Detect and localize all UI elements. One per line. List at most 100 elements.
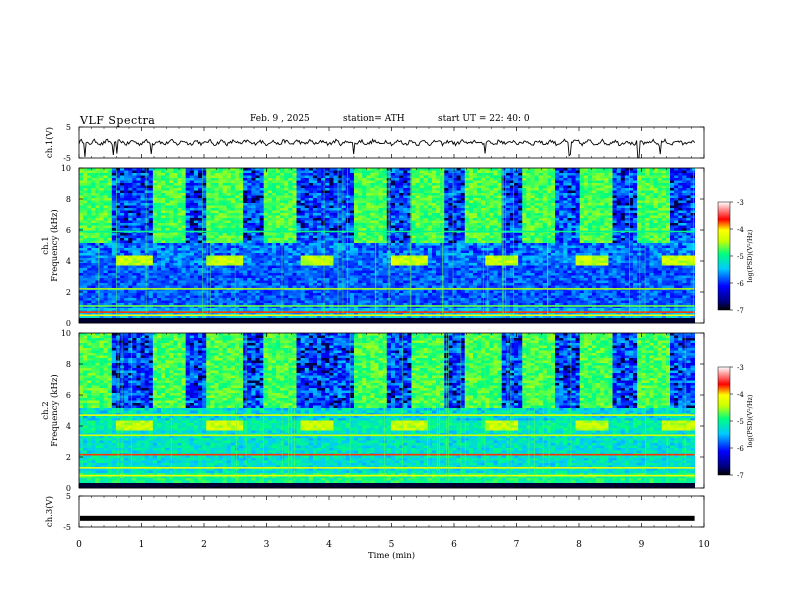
ch2-spectrogram-spheric <box>439 333 440 482</box>
ch1-spectrogram-ytick-label: 2 <box>66 288 71 297</box>
ch1-spectrogram-spheric <box>202 168 203 317</box>
ch2-spectrogram-ylabel: Frequency (kHz) <box>49 374 60 446</box>
ch2-spectrogram-colorbar-tick-label: -7 <box>737 472 744 480</box>
ch1-spectrogram-spheric <box>502 168 503 317</box>
ch1-spectrogram-colorbar-label: log(PSD)(V²/Hz) <box>746 229 754 282</box>
ch1-spectrogram-spheric <box>629 168 630 317</box>
ch2-spectrogram-colorbar-label: log(PSD)(V²/Hz) <box>746 394 754 447</box>
ch2-spectrogram-spheric <box>384 333 385 482</box>
ch2-spectrogram-ytick-label: 6 <box>66 391 71 400</box>
ch1-spectrogram-spheric <box>343 168 344 317</box>
ch2-spectrogram-spheric <box>549 333 550 482</box>
ch1-spectrogram-spheric <box>235 168 236 317</box>
ch1-spectrogram-spheric <box>693 168 694 317</box>
plot-area: 5-5ch.1(V)0246810ch.1 Frequency (kHz)-3-4… <box>0 0 792 612</box>
x-tick-label: 8 <box>576 540 582 550</box>
x-tick-label: 10 <box>698 540 710 550</box>
ch1-spectrogram-spheric <box>282 168 283 317</box>
ch1-spectrogram-colorbar-tick-label: -6 <box>737 280 744 288</box>
ch1-spectrogram-spheric <box>411 168 412 317</box>
ch1-spectrogram-spheric <box>547 168 548 317</box>
ch1-spectrogram-spheric <box>503 168 504 317</box>
ch1-spectrogram-spheric <box>645 168 646 317</box>
ch1-spectrogram-ytick-label: 6 <box>66 226 71 235</box>
ch2-spectrogram-spheric <box>667 333 668 482</box>
ch2-spectrogram-colorbar <box>718 367 730 475</box>
ch2-spectrogram-spheric <box>460 333 461 482</box>
ch1-spectrogram-band-line <box>79 305 695 307</box>
ch2-spectrogram-spheric <box>122 333 123 482</box>
x-axis-label: Time (min) <box>368 550 415 561</box>
ch1-spectrogram-colorbar-tick-label: -5 <box>737 253 744 261</box>
ch2-spectrogram-spheric <box>118 333 119 482</box>
ch1-spectrogram-spheric <box>505 168 506 317</box>
ch2-spectrogram-ytick-label: 4 <box>66 422 71 431</box>
ch2-spectrogram-colorbar-tick-label: -5 <box>737 418 744 426</box>
ch2-spectrogram-spheric <box>288 333 289 482</box>
ch1-spectrogram-spheric <box>513 168 514 317</box>
ch1-spectrogram-colorbar-tick-label: -4 <box>737 226 744 234</box>
x-tick-label: 4 <box>326 540 332 550</box>
ch1-spectrogram-colorbar-tick-label: -7 <box>737 307 744 315</box>
ch1-spectrogram-spheric <box>347 168 348 317</box>
ch2-spectrogram-spheric <box>465 333 466 482</box>
ch2-spectrogram-spheric <box>294 333 295 482</box>
ch1-spectrogram-spheric <box>639 168 640 317</box>
ch1-spectrogram-band-line <box>79 314 695 316</box>
ch2-spectrogram-ytick-label: 2 <box>66 453 71 462</box>
ch1-spectrogram-spheric <box>388 168 389 317</box>
x-tick-label: 5 <box>389 540 395 550</box>
ch2-spectrogram-spheric <box>437 333 438 482</box>
ch2-spectrogram-spheric <box>291 333 292 482</box>
ch1-spectrogram-spheric <box>487 168 488 317</box>
x-tick-label: 1 <box>139 540 145 550</box>
ch2-spectrogram-spheric <box>543 333 544 482</box>
ch1-spectrogram-spheric <box>146 168 147 317</box>
ch1-spectrogram-spheric <box>453 168 454 317</box>
vlf-figure: VLF Spectra Feb. 9 , 2025 station= ATH s… <box>0 0 792 612</box>
ch2-spectrogram-spheric <box>263 333 264 482</box>
ch1-spectrogram-spheric <box>389 168 390 317</box>
x-tick-label: 0 <box>76 540 82 550</box>
ch1-spectrogram-spheric <box>116 168 117 317</box>
ch2-spectrogram-ytick-label: 8 <box>66 360 71 369</box>
ch2-spectrogram-spheric <box>350 333 351 482</box>
ch2-spectrogram-colorbar-tick-label: -6 <box>737 445 744 453</box>
ch1-spectrogram-band-line <box>79 311 695 313</box>
ch3-timeseries-ylabel: ch.3(V) <box>44 496 55 527</box>
ch2-spectrogram-spheric <box>171 333 172 482</box>
ch1-spectrogram-spheric <box>442 168 443 317</box>
ch2-spectrogram-spheric <box>402 333 403 482</box>
x-tick-label: 6 <box>451 540 457 550</box>
ch2-spectrogram-spheric <box>282 333 283 482</box>
x-tick-label: 9 <box>639 540 645 550</box>
x-tick-label: 2 <box>201 540 207 550</box>
ch1-spectrogram-spheric <box>375 168 376 317</box>
ch1-spectrogram-spheric <box>410 168 411 317</box>
ch1-spectrogram-spheric <box>98 168 99 317</box>
ch1-timeseries-ytick-label: 5 <box>66 123 71 132</box>
ch2-spectrogram-spheric <box>485 333 486 482</box>
ch2-spectrogram-spheric <box>427 333 428 482</box>
ch2-spectrogram-spheric <box>571 333 572 482</box>
ch1-spectrogram-colorbar <box>718 202 730 310</box>
ch2-spectrogram-spheric <box>236 333 237 482</box>
ch2-spectrogram-spheric <box>685 333 686 482</box>
ch2-spectrogram-spheric <box>246 333 247 482</box>
ch2-spectrogram-colorbar-tick-label: -4 <box>737 391 744 399</box>
ch1-spectrogram-spheric <box>483 168 484 317</box>
ch2-spectrogram-colorbar-tick-label: -3 <box>737 364 744 372</box>
ch1-spectrogram-spheric <box>207 168 208 317</box>
ch1-spectrogram-ytick-label: 10 <box>61 164 71 173</box>
ch1-trace <box>79 139 695 158</box>
ch1-spectrogram-band-line <box>79 231 695 233</box>
ch1-timeseries-ylabel: ch.1(V) <box>44 127 55 158</box>
ch1-spectrogram-colorbar-tick-label: -3 <box>737 199 744 207</box>
ch2-spectrogram-spheric <box>448 333 449 482</box>
ch3-timeseries-ytick-label: 5 <box>66 492 71 501</box>
ch2-spectrogram-spheric <box>82 333 83 482</box>
ch1-spectrogram-cells <box>79 168 695 323</box>
ch1-timeseries-ytick-label: -5 <box>63 154 71 163</box>
ch3-trace <box>80 516 695 521</box>
ch2-spectrogram-spheric <box>131 333 132 482</box>
